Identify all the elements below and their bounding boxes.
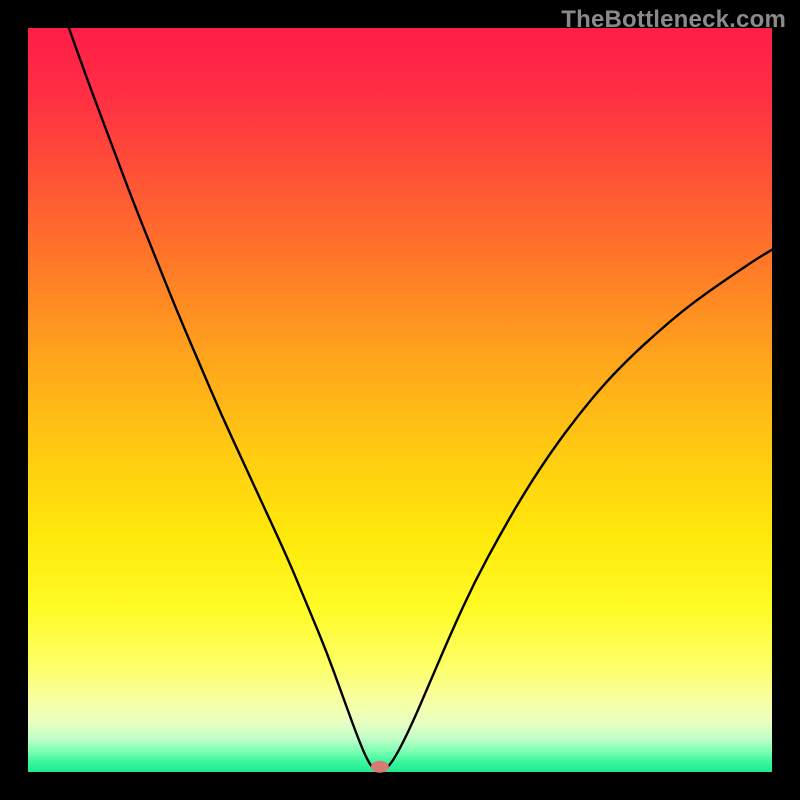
optimal-point-marker bbox=[371, 761, 389, 773]
chart-background bbox=[28, 28, 772, 772]
watermark-text: TheBottleneck.com bbox=[561, 6, 786, 34]
bottleneck-chart bbox=[0, 0, 800, 800]
